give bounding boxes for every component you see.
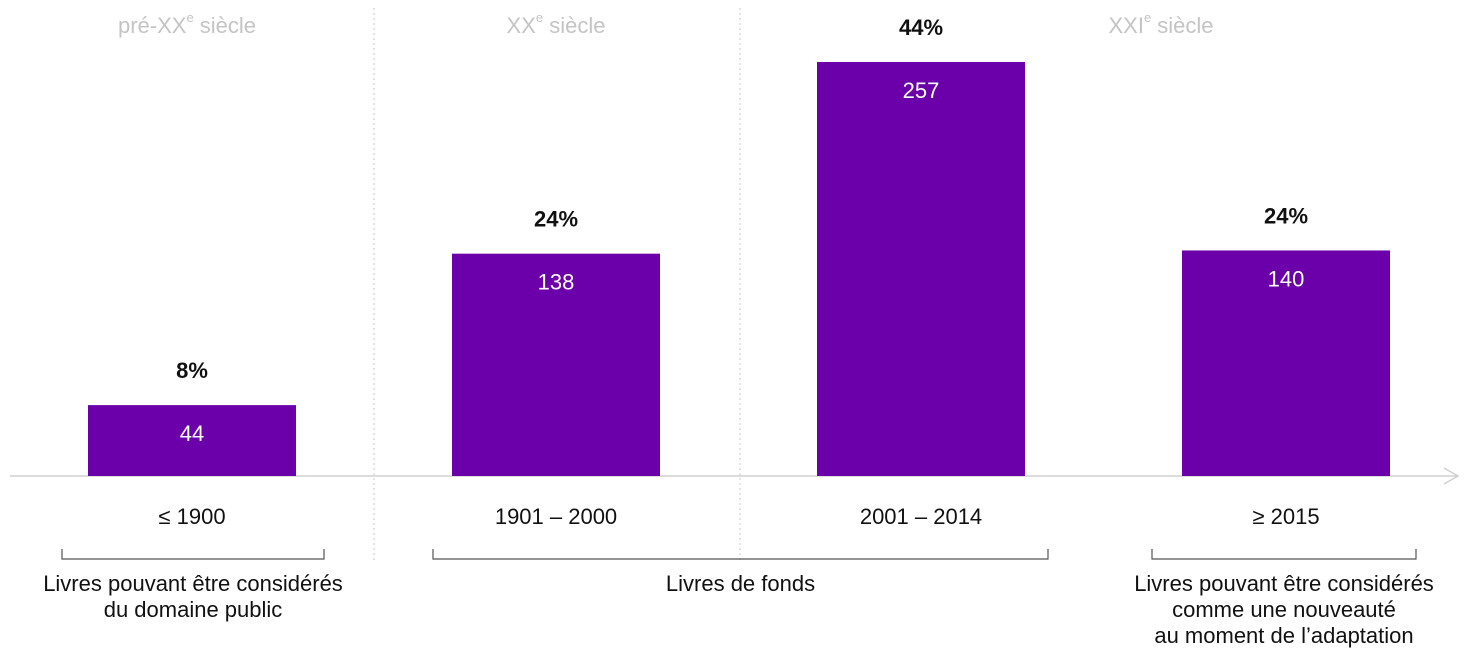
percent-label: 24% — [1264, 203, 1308, 228]
era-rest: siècle — [543, 13, 605, 38]
x-tick-label: ≤ 1900 — [158, 504, 225, 529]
bar — [1182, 250, 1390, 476]
percent-label: 44% — [899, 15, 943, 40]
bar — [817, 61, 1025, 477]
era-sup: e — [1144, 10, 1151, 25]
bar — [452, 253, 660, 476]
value-label: 138 — [538, 269, 575, 294]
era-rest: siècle — [1151, 13, 1213, 38]
bar — [88, 405, 296, 476]
era-header: XXIe siècle — [1108, 10, 1213, 37]
x-tick-label: 1901 – 2000 — [495, 504, 617, 529]
group-label: Livres de fonds — [666, 571, 815, 596]
bracket — [1151, 549, 1417, 560]
group-label: Livres pouvant être considérés — [43, 571, 343, 596]
era-sup: e — [536, 10, 543, 25]
value-label: 257 — [903, 78, 940, 103]
era-text: XXI — [1108, 13, 1143, 38]
percent-label: 8% — [176, 358, 208, 383]
era-rest: siècle — [194, 13, 256, 38]
axis-arrow — [1443, 467, 1460, 485]
era-sup: e — [186, 10, 193, 25]
x-tick-label: 2001 – 2014 — [860, 504, 982, 529]
percent-label: 24% — [534, 206, 578, 231]
bracket — [432, 549, 1049, 560]
group-label: comme une nouveauté — [1172, 597, 1396, 622]
bracket — [61, 549, 325, 560]
era-header: pré-XXe siècle — [118, 10, 256, 37]
group-label: du domaine public — [104, 597, 283, 622]
group-label: Livres pouvant être considérés — [1134, 571, 1434, 596]
value-label: 140 — [1268, 266, 1305, 291]
value-label: 44 — [180, 421, 204, 446]
era-header: XXe siècle — [507, 10, 606, 37]
era-text: pré-XX — [118, 13, 187, 38]
era-text: XX — [507, 13, 537, 38]
x-tick-label: ≥ 2015 — [1252, 504, 1319, 529]
group-label: au moment de l’adaptation — [1154, 623, 1413, 648]
